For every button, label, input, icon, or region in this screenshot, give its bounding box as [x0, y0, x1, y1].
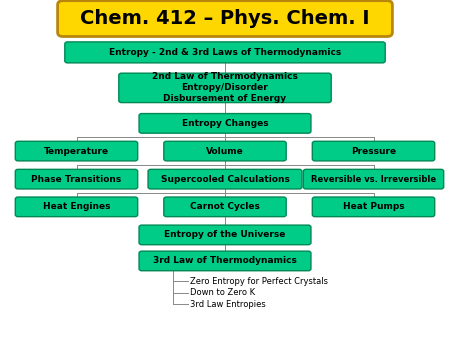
FancyBboxPatch shape: [58, 1, 392, 37]
FancyBboxPatch shape: [15, 169, 138, 189]
Text: Pressure: Pressure: [351, 147, 396, 155]
Text: Entropy Changes: Entropy Changes: [182, 119, 268, 128]
FancyBboxPatch shape: [312, 141, 435, 161]
Text: Heat Pumps: Heat Pumps: [343, 202, 404, 211]
Text: Phase Transitions: Phase Transitions: [32, 175, 122, 184]
FancyBboxPatch shape: [303, 169, 444, 189]
Text: Heat Engines: Heat Engines: [43, 202, 110, 211]
FancyBboxPatch shape: [312, 197, 435, 217]
FancyBboxPatch shape: [65, 42, 385, 63]
Text: 3rd Law of Thermodynamics: 3rd Law of Thermodynamics: [153, 257, 297, 265]
FancyBboxPatch shape: [148, 169, 302, 189]
FancyBboxPatch shape: [139, 225, 311, 245]
Text: Temperature: Temperature: [44, 147, 109, 155]
Text: Chem. 412 – Phys. Chem. I: Chem. 412 – Phys. Chem. I: [80, 9, 370, 28]
FancyBboxPatch shape: [119, 73, 331, 103]
FancyBboxPatch shape: [164, 197, 286, 217]
Text: Supercooled Calculations: Supercooled Calculations: [161, 175, 289, 184]
FancyBboxPatch shape: [15, 197, 138, 217]
Text: Entropy of the Universe: Entropy of the Universe: [164, 231, 286, 239]
Text: 3rd Law Entropies: 3rd Law Entropies: [190, 300, 266, 309]
Text: 2nd Law of Thermodynamics
Entropy/Disorder
Disbursement of Energy: 2nd Law of Thermodynamics Entropy/Disord…: [152, 72, 298, 103]
Text: Zero Entropy for Perfect Crystals: Zero Entropy for Perfect Crystals: [190, 277, 328, 286]
Text: Down to Zero K: Down to Zero K: [190, 288, 256, 297]
FancyBboxPatch shape: [15, 141, 138, 161]
FancyBboxPatch shape: [164, 141, 286, 161]
FancyBboxPatch shape: [139, 114, 311, 133]
Text: Entropy - 2nd & 3rd Laws of Thermodynamics: Entropy - 2nd & 3rd Laws of Thermodynami…: [109, 48, 341, 57]
Text: Volume: Volume: [206, 147, 244, 155]
Text: Reversible vs. Irreversible: Reversible vs. Irreversible: [311, 175, 436, 184]
Text: Carnot Cycles: Carnot Cycles: [190, 202, 260, 211]
FancyBboxPatch shape: [139, 251, 311, 271]
